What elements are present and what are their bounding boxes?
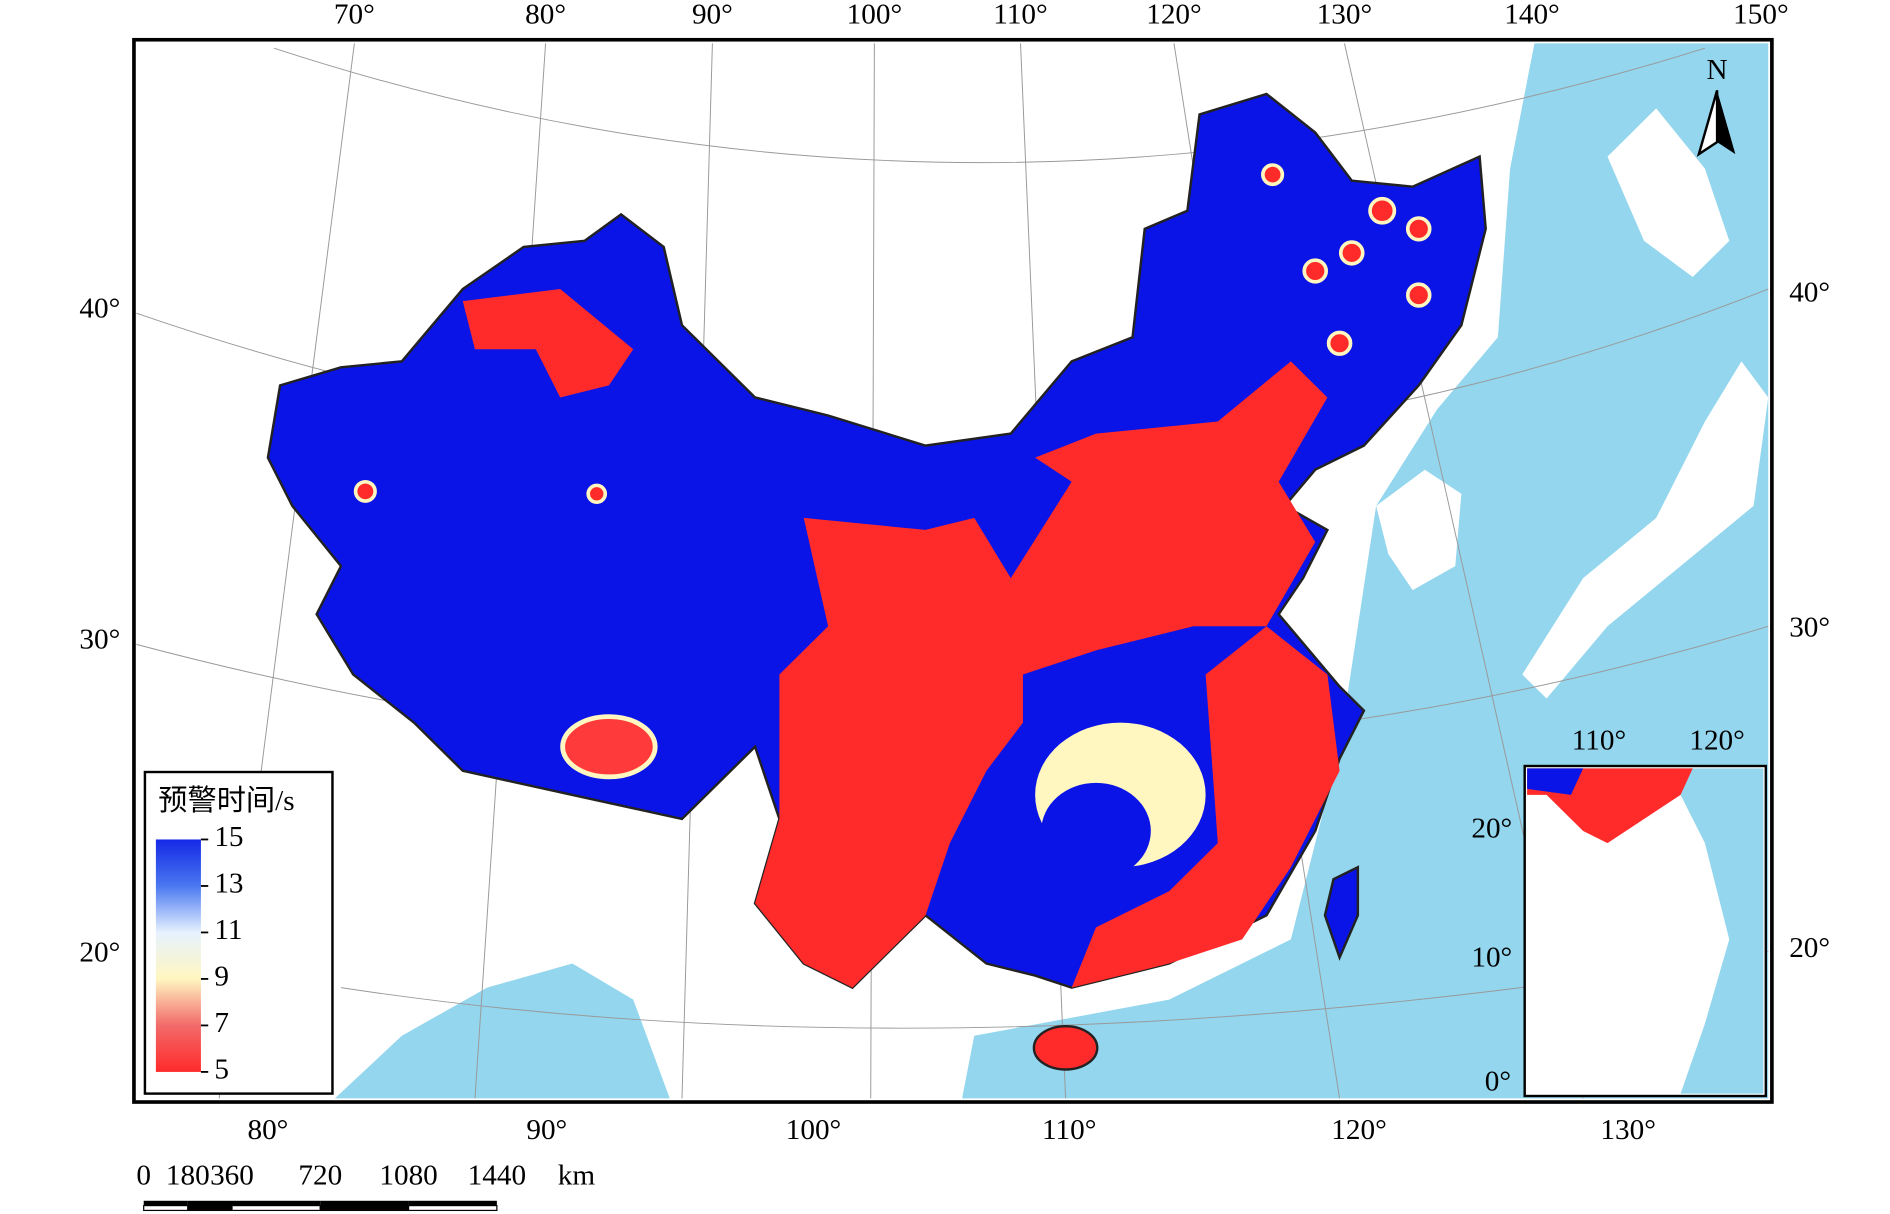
inset-lat-label: 20°	[1471, 813, 1512, 845]
bottom-lon-label: 110°	[1042, 1114, 1096, 1146]
scale-segment	[143, 1200, 188, 1206]
top-lon-label: 120°	[1146, 0, 1201, 30]
red-spots	[353, 163, 1432, 505]
taiwan	[1323, 865, 1360, 961]
scale-segment	[407, 1205, 498, 1212]
top-lon-label: 90°	[692, 0, 733, 30]
inset-lon-label: 110°	[1572, 725, 1626, 757]
top-lon-label: 140°	[1504, 0, 1559, 30]
inset-land	[1527, 768, 1584, 795]
red-zone	[462, 289, 634, 398]
scale-label: 180	[166, 1160, 210, 1192]
scale-segment	[231, 1205, 321, 1212]
bay-of-bengal	[334, 963, 670, 1099]
scale-segment	[231, 1200, 321, 1206]
legend-tick-label: 9	[214, 961, 229, 993]
scale-label: 1440	[468, 1160, 526, 1192]
inset-lon-label: 120°	[1689, 725, 1744, 757]
north-arrow	[1696, 90, 1736, 157]
inset-lat-label: 0°	[1485, 1066, 1511, 1098]
graticule	[273, 47, 1706, 164]
legend-title: 预警时间/s	[158, 784, 294, 817]
top-lon-label: 100°	[847, 0, 902, 30]
top-lon-label: 80°	[525, 0, 566, 30]
legend-colorbar	[155, 839, 201, 1072]
japan	[1522, 361, 1769, 699]
left-lat-label: 20°	[79, 937, 120, 969]
scale-segment	[408, 1200, 497, 1206]
left-lat-label: 40°	[79, 293, 120, 325]
scale-label: 1080	[379, 1160, 437, 1192]
legend-tick-label: 13	[214, 868, 243, 900]
red-zone	[560, 714, 658, 780]
korea	[1376, 469, 1462, 591]
hainan	[1032, 1024, 1099, 1071]
inset-lat-label: 10°	[1471, 942, 1512, 974]
red-zone	[755, 361, 1328, 988]
scale-unit: km	[558, 1160, 596, 1192]
legend-tick-label: 7	[214, 1007, 229, 1039]
legend-tick-label: 11	[214, 914, 242, 946]
map-root: 70° 80° 90° 100° 110° 120° 130° 140° 150°80° 90° 1…	[79, 0, 1830, 1212]
mixed-zone	[1077, 644, 1188, 705]
right-lat-label: 30°	[1789, 612, 1830, 644]
scale-segment	[187, 1200, 232, 1206]
right-lat-label: 40°	[1789, 277, 1830, 309]
top-lon-label: 70°	[334, 0, 375, 30]
inset-sea	[1583, 768, 1764, 1094]
right-lat-label: 20°	[1789, 932, 1830, 964]
mixed-zone	[1041, 782, 1151, 880]
bottom-lon-label: 130°	[1600, 1114, 1655, 1146]
hokkaido	[1607, 108, 1730, 278]
top-lon-label: 110°	[993, 0, 1047, 30]
north-label: N	[1707, 54, 1728, 86]
scale-segment	[143, 1205, 189, 1212]
scale-label: 360	[210, 1160, 254, 1192]
red-zone	[1071, 626, 1340, 988]
inset-map	[1523, 764, 1768, 1098]
top-lon-label: 130°	[1317, 0, 1372, 30]
bottom-lon-label: 80°	[247, 1114, 288, 1146]
scale-segment	[187, 1205, 233, 1212]
legend-tick-label: 15	[214, 821, 243, 853]
scale-label: 0	[136, 1160, 151, 1192]
legend-tick-label: 5	[214, 1054, 229, 1086]
scale-segment	[319, 1205, 410, 1212]
scale-segment	[320, 1200, 409, 1206]
left-lat-label: 30°	[79, 624, 120, 656]
top-lon-label: 150°	[1733, 0, 1788, 30]
bottom-lon-label: 100°	[786, 1114, 841, 1146]
mixed-zone	[986, 867, 1084, 964]
bottom-lon-label: 90°	[526, 1114, 567, 1146]
bottom-lon-label: 120°	[1331, 1114, 1386, 1146]
scale-label: 720	[298, 1160, 342, 1192]
